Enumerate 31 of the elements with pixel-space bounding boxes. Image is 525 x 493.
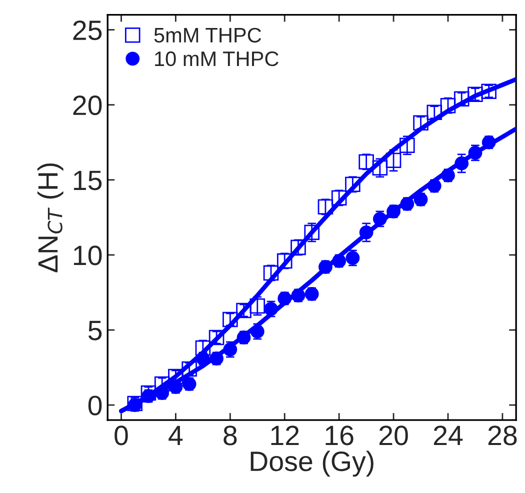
x-axis-title: Dose (Gy) [250, 450, 374, 477]
x-tick-label: 16 [326, 426, 354, 446]
point [263, 265, 279, 281]
y-tick-label: 10 [74, 246, 102, 266]
x-tick-label: 0 [114, 426, 128, 446]
point [454, 91, 470, 106]
legend-label: 10 mM THPC [155, 51, 278, 66]
point [372, 160, 388, 176]
y-tick-label: 20 [73, 96, 102, 116]
point [250, 298, 266, 314]
legend-label: 5mM THPC [154, 28, 262, 43]
y-tick-label: 25 [73, 20, 102, 40]
x-tick-label: 12 [271, 426, 299, 446]
x-tick-label: 24 [434, 426, 463, 446]
point [386, 152, 402, 168]
point [195, 340, 211, 356]
y-tick-label: 15 [74, 170, 102, 190]
y-tick-label: 0 [88, 396, 102, 416]
point [208, 330, 224, 346]
point [276, 253, 292, 269]
x-tick-label: 20 [379, 426, 408, 446]
x-tick-label: 8 [224, 426, 237, 446]
x-tick-label: 4 [168, 426, 183, 446]
point [154, 376, 170, 392]
point [440, 98, 456, 114]
y-tick-label: 5 [88, 320, 102, 340]
point [318, 199, 334, 215]
point [426, 104, 442, 120]
x-tick-label: 28 [488, 426, 517, 446]
y-axis-title: ΔN$_{CT}$ (H) [37, 163, 64, 272]
point [331, 190, 347, 206]
